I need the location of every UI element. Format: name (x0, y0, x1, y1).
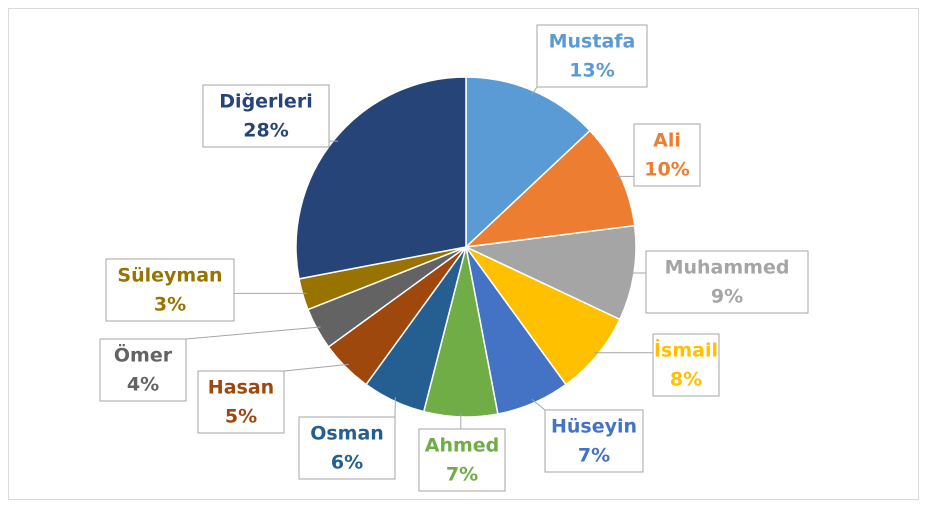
category-label: Ali (653, 130, 681, 152)
pie-slice (295, 76, 467, 280)
value-label: 4% (127, 374, 159, 396)
category-label: Muhammed (665, 257, 790, 279)
category-label: Osman (310, 423, 384, 445)
value-label: 6% (331, 452, 363, 474)
value-label: 8% (670, 369, 702, 391)
label-box (197, 370, 285, 434)
value-label: 9% (711, 286, 743, 308)
value-label: 7% (446, 464, 478, 486)
category-label: Hüseyin (551, 416, 637, 438)
category-label: Diğerleri (219, 91, 312, 113)
label-box (418, 428, 506, 492)
category-label: İsmail (654, 338, 718, 362)
category-label: Süleyman (117, 265, 222, 287)
value-label: 7% (578, 445, 610, 467)
label-box (633, 123, 701, 187)
pie-slice (465, 76, 591, 249)
category-label: Ahmed (425, 435, 500, 457)
label-box (652, 333, 720, 397)
value-label: 5% (225, 406, 257, 428)
category-label: Ömer (114, 343, 173, 367)
callout-line (531, 86, 538, 95)
label-box (645, 250, 809, 314)
label-box (202, 84, 330, 148)
value-label: 28% (243, 120, 288, 142)
category-label: Mustafa (549, 31, 636, 53)
label-box (105, 258, 235, 322)
value-label: 13% (569, 60, 614, 82)
value-label: 10% (644, 159, 689, 181)
pie-slice (463, 129, 636, 249)
pie-slice (463, 224, 637, 321)
callout-line (185, 326, 321, 340)
label-box (536, 24, 648, 88)
label-box (544, 409, 644, 473)
value-label: 3% (154, 294, 186, 316)
callout-line (283, 363, 349, 372)
category-label: Hasan (208, 377, 274, 399)
label-box (298, 416, 396, 480)
callout-line (531, 398, 546, 411)
label-box (99, 338, 187, 402)
